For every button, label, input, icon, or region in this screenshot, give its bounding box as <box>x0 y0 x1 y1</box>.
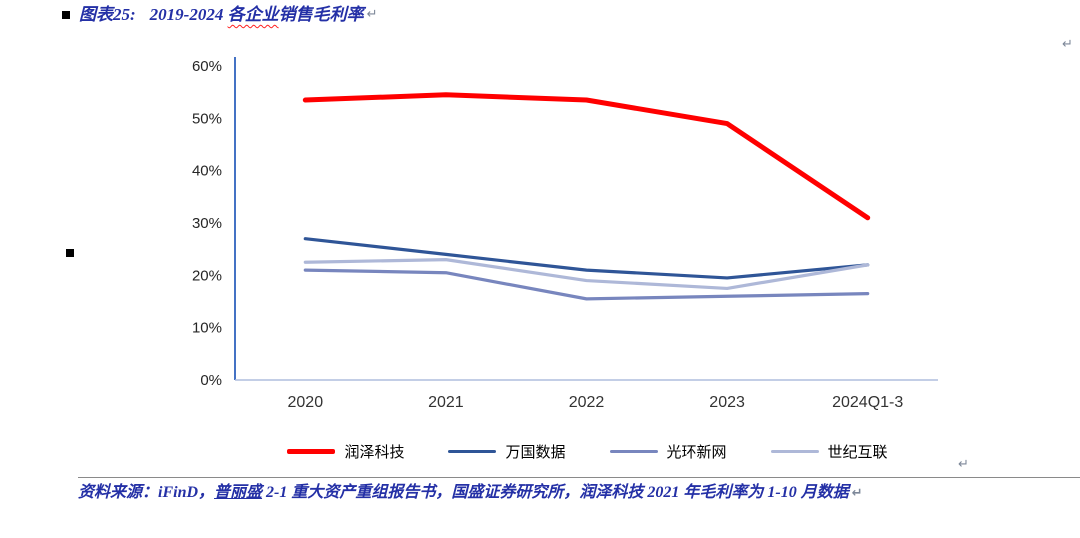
bullet-square-icon <box>62 11 70 19</box>
paragraph-mark-icon: ↵ <box>1062 37 1073 52</box>
chart-title-wavy-text: 各企业 <box>227 5 279 24</box>
legend-line-swatch <box>448 449 497 454</box>
legend-item: 润泽科技 <box>287 441 404 462</box>
y-axis-tick-label: 30% <box>192 215 222 232</box>
chart-legend: 润泽科技 万国数据 光环新网 世纪互联 <box>235 441 940 462</box>
legend-label: 润泽科技 <box>344 444 405 461</box>
chart-title-post: 销售毛利率 <box>278 5 364 24</box>
paragraph-mark-icon: ↵ <box>851 486 863 501</box>
legend-item: 世纪互联 <box>770 441 888 462</box>
bullet-square-icon <box>66 249 74 257</box>
series-line-世纪互联 <box>303 258 870 291</box>
legend-label: 万国数据 <box>505 444 566 461</box>
chart-title-row: 图表25: 2019-2024 各企业销售毛利率 ↵ <box>62 5 378 25</box>
y-axis-tick-label: 60% <box>192 58 222 75</box>
legend-item: 万国数据 <box>448 441 566 462</box>
series-line-万国数据 <box>303 237 870 280</box>
x-axis-category-label: 2021 <box>428 394 464 411</box>
legend-line-swatch <box>609 449 658 454</box>
legend-line-swatch <box>770 449 819 454</box>
source-note-prefix: 资料来源：iFinD， <box>78 484 215 501</box>
paragraph-mark-icon: ↵ <box>366 7 378 22</box>
chart-title-pre: 2019-2024 <box>149 5 228 24</box>
y-axis-tick-label: 50% <box>192 110 222 127</box>
source-note-suffix: 2-1 重大资产重组报告书，国盛证券研究所，润泽科技 2021 年毛利率为 1-… <box>262 484 849 501</box>
x-axis-category-label: 2024Q1-3 <box>832 394 903 411</box>
y-axis-tick-label: 10% <box>192 320 222 337</box>
legend-label: 世纪互联 <box>827 444 888 461</box>
y-axis-tick-label: 0% <box>200 372 222 389</box>
legend-item: 光环新网 <box>609 441 727 462</box>
x-axis-category-label: 2022 <box>569 394 605 411</box>
source-note-row: 资料来源：iFinD，普丽盛 2-1 重大资产重组报告书，国盛证券研究所，润泽科… <box>78 477 1080 503</box>
x-axis-category-label: 2023 <box>709 394 745 411</box>
y-axis-tick-label: 40% <box>192 163 222 180</box>
legend-label: 光环新网 <box>666 444 727 461</box>
series-line-光环新网 <box>303 268 870 301</box>
paragraph-mark-icon: ↵ <box>958 457 969 472</box>
chart-title: 图表25: 2019-2024 各企业销售毛利率 <box>79 5 364 25</box>
series-line-润泽科技 <box>302 92 871 221</box>
legend-line-swatch <box>287 449 336 454</box>
chart-title-number: 图表25: <box>79 5 136 24</box>
x-axis-category-label: 2020 <box>288 394 324 411</box>
y-axis-tick-label: 20% <box>192 267 222 284</box>
source-note-link[interactable]: 普丽盛 <box>214 484 263 501</box>
